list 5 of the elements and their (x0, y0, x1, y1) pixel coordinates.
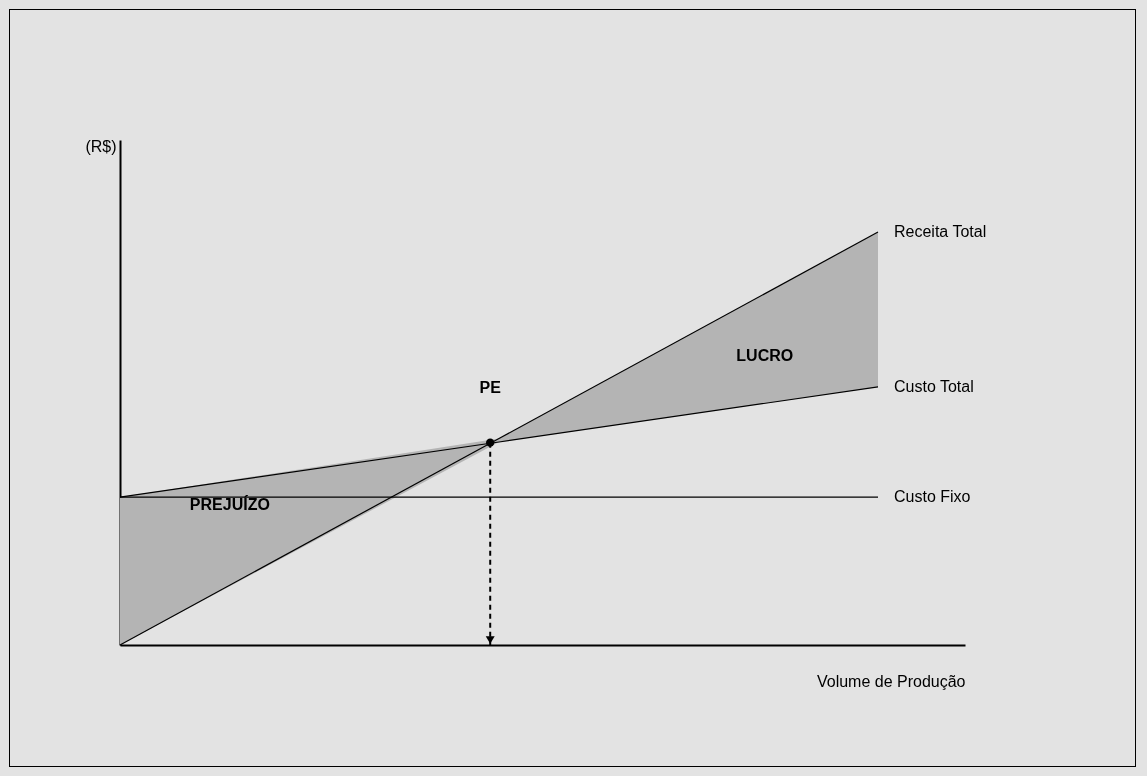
x-axis-title: Volume de Produção (816, 672, 966, 690)
series-label: Receita Total (894, 223, 987, 240)
series-label: Custo Fixo (894, 488, 971, 506)
series-label: Custo Total (894, 377, 974, 395)
y-axis-title: (R$) (85, 137, 117, 155)
